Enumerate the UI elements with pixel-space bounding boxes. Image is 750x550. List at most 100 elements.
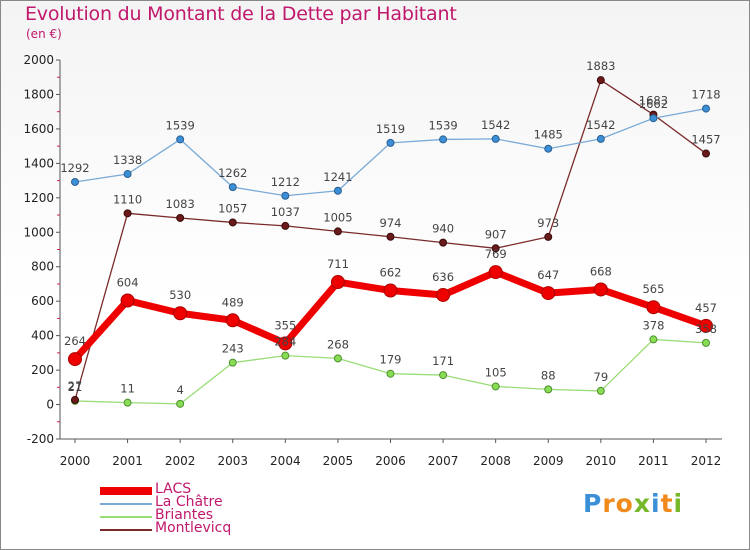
logo-letter: i: [673, 489, 684, 518]
data-label-la-ch-tre: 1519: [376, 122, 405, 136]
data-label-briantes: 88: [541, 368, 556, 382]
data-point-lacs: [593, 282, 608, 297]
data-label-montlevicq: 27: [68, 379, 83, 393]
legend-label-la-chatre: La Châtre: [155, 494, 223, 510]
data-label-la-ch-tre: 1262: [218, 166, 247, 180]
data-label-lacs: 769: [485, 247, 507, 261]
data-label-briantes: 378: [642, 318, 664, 332]
logo-letter: x: [633, 489, 651, 518]
data-point-la-ch-tre: [281, 191, 290, 200]
data-point-lacs: [120, 293, 135, 308]
legend-label-briantes: Briantes: [155, 507, 214, 523]
data-label-briantes: 21: [68, 380, 83, 394]
data-label-lacs: 636: [432, 270, 454, 284]
y-tick-label: 400: [31, 329, 54, 343]
data-label-la-ch-tre: 1539: [166, 118, 195, 132]
y-tick-label: -200: [27, 432, 54, 446]
data-point-la-ch-tre: [702, 104, 710, 113]
data-point-montlevicq: [596, 76, 605, 85]
data-point-la-ch-tre: [439, 135, 448, 144]
proxiti-logo: Proxiti: [583, 489, 683, 518]
legend-swatch-briantes: [100, 516, 152, 518]
data-point-briantes: [596, 386, 605, 395]
data-label-la-ch-tre: 1338: [113, 153, 142, 167]
data-label-lacs: 662: [380, 266, 402, 280]
data-label-lacs: 355: [274, 318, 296, 332]
x-tick-label: 2000: [60, 454, 91, 468]
y-tick-label: 600: [31, 294, 54, 308]
data-point-la-ch-tre: [176, 135, 185, 144]
data-label-la-ch-tre: 1542: [481, 118, 510, 132]
data-point-briantes: [123, 398, 132, 407]
data-label-la-ch-tre: 1542: [586, 118, 615, 132]
legend-label-montlevicq: Montlevicq: [155, 520, 232, 536]
data-point-montlevicq: [333, 227, 342, 236]
data-point-briantes: [544, 385, 553, 394]
x-tick-label: 2010: [586, 454, 617, 468]
data-point-lacs: [173, 306, 188, 321]
x-tick-label: 2005: [323, 454, 354, 468]
data-label-lacs: 565: [642, 282, 664, 296]
x-tick-label: 2002: [165, 454, 196, 468]
data-label-briantes: 171: [432, 354, 454, 368]
data-point-montlevicq: [123, 209, 132, 218]
data-point-la-ch-tre: [544, 144, 553, 153]
data-point-lacs: [488, 265, 503, 280]
data-point-briantes: [491, 382, 500, 391]
data-label-briantes: 105: [485, 365, 507, 379]
y-tick-label: 1600: [23, 122, 54, 136]
data-point-montlevicq: [544, 232, 553, 241]
data-point-lacs: [436, 287, 451, 302]
x-tick-label: 2006: [375, 454, 406, 468]
data-label-lacs: 711: [327, 257, 349, 271]
y-tick-label: 0: [46, 398, 54, 412]
x-tick-label: 2009: [533, 454, 564, 468]
data-point-lacs: [646, 300, 661, 315]
data-label-montlevicq: 973: [537, 216, 559, 230]
data-point-la-ch-tre: [228, 183, 237, 192]
data-label-lacs: 457: [695, 301, 717, 315]
data-label-montlevicq: 1457: [691, 133, 720, 147]
data-point-montlevicq: [71, 395, 79, 404]
data-label-montlevicq: 1683: [639, 94, 668, 108]
chart-title: Evolution du Montant de la Dette par Hab…: [25, 3, 457, 25]
data-point-briantes: [333, 354, 342, 363]
logo-letter: P: [583, 489, 603, 518]
data-point-la-ch-tre: [71, 177, 79, 186]
y-tick-label: 1800: [23, 87, 54, 101]
x-tick-label: 2008: [480, 454, 511, 468]
data-label-la-ch-tre: 1539: [428, 118, 457, 132]
data-point-montlevicq: [176, 213, 185, 222]
data-label-montlevicq: 1883: [586, 59, 615, 73]
data-point-montlevicq: [228, 218, 237, 227]
data-point-montlevicq: [439, 238, 448, 247]
data-point-la-ch-tre: [333, 186, 342, 195]
data-label-lacs: 647: [537, 268, 559, 282]
logo-letter: o: [615, 489, 634, 518]
data-label-briantes: 11: [120, 382, 135, 396]
data-label-briantes: 284: [274, 335, 296, 349]
legend-swatch-la-chatre: [100, 503, 152, 505]
data-label-montlevicq: 1110: [113, 192, 142, 206]
x-tick-label: 2007: [428, 454, 459, 468]
logo-letter: i: [651, 489, 661, 518]
x-tick-label: 2003: [217, 454, 248, 468]
data-point-montlevicq: [386, 232, 395, 241]
data-point-montlevicq: [281, 221, 290, 230]
data-label-la-ch-tre: 1241: [323, 170, 352, 184]
logo-letter: t: [660, 489, 674, 518]
data-label-la-ch-tre: 1662: [639, 97, 668, 111]
data-label-la-ch-tre: 1718: [691, 88, 720, 102]
data-label-montlevicq: 1037: [271, 205, 300, 219]
data-label-montlevicq: 1057: [218, 201, 247, 215]
data-point-lacs: [541, 286, 556, 301]
data-label-briantes: 358: [695, 322, 717, 336]
data-point-lacs: [225, 313, 240, 328]
data-point-montlevicq: [491, 244, 500, 253]
data-label-montlevicq: 1005: [323, 210, 352, 224]
y-tick-label: 1400: [23, 156, 54, 170]
data-label-briantes: 179: [380, 353, 402, 367]
data-label-montlevicq: 907: [485, 227, 507, 241]
axes: -200 0 200 400 600 800 1000 1200 1400 1600 1800 200…: [23, 53, 722, 468]
